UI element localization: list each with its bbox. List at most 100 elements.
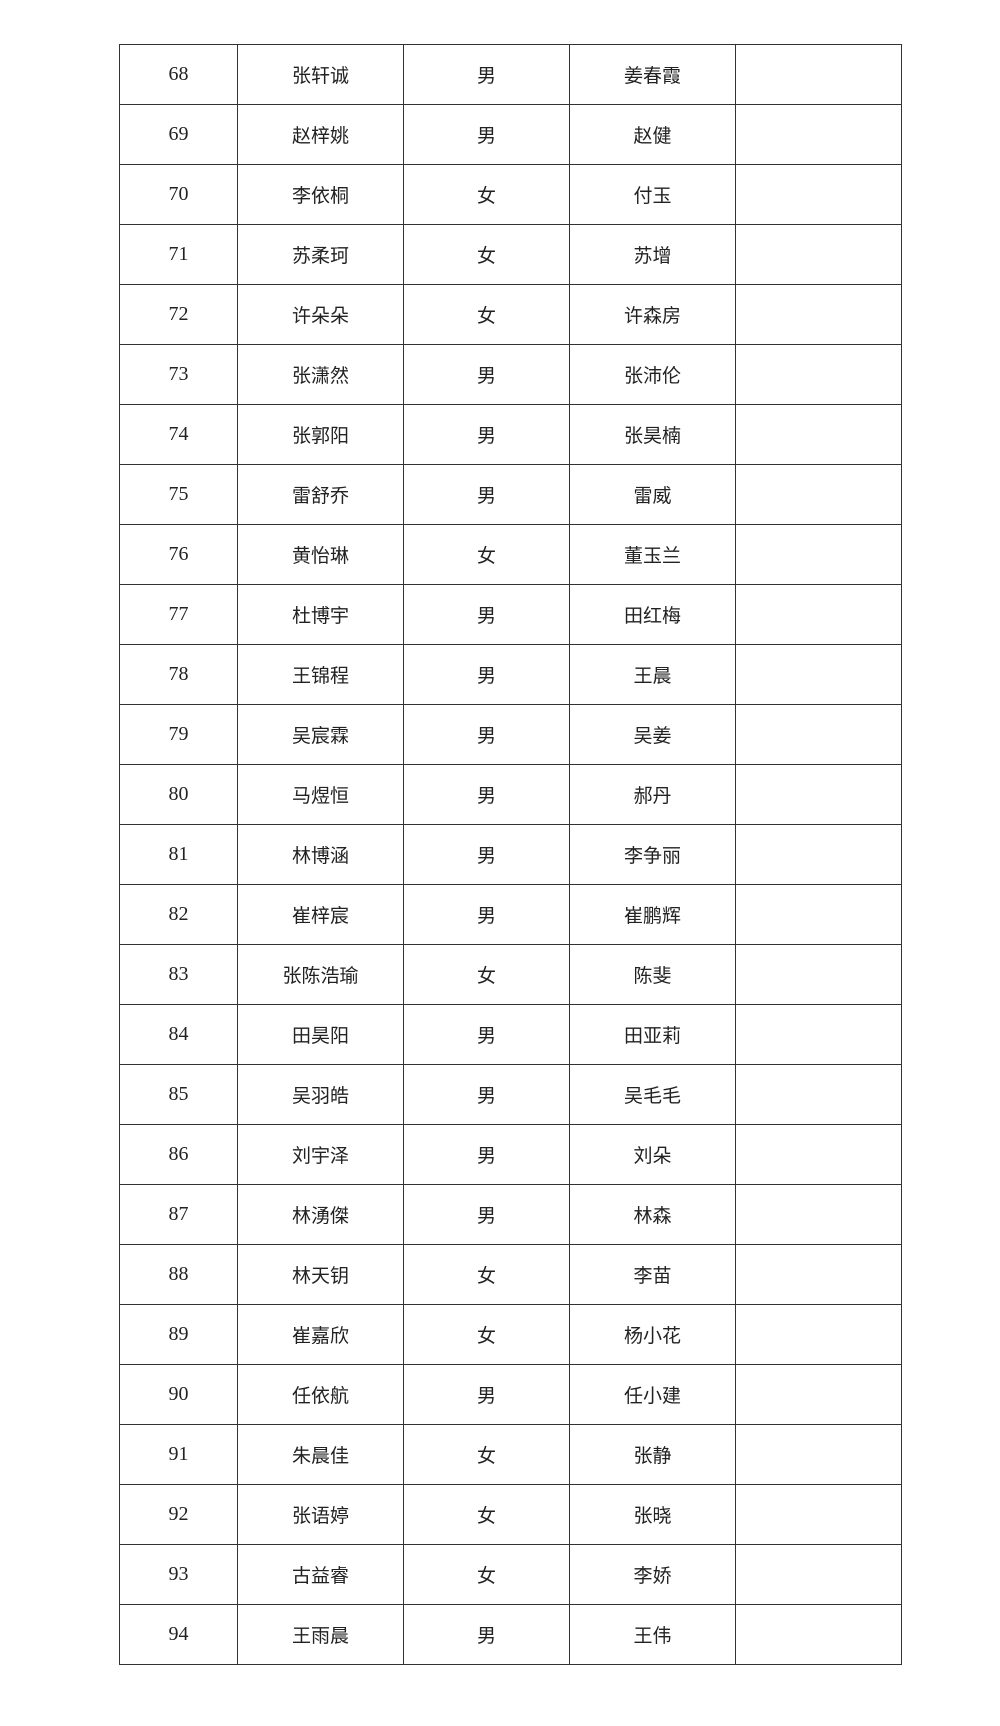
guardian-name-cell: 赵健 [569, 104, 736, 165]
note-cell [735, 1364, 902, 1425]
table-row: 77 杜博宇男田红梅 [119, 584, 902, 645]
table-row: 88 林天钥女李苗 [119, 1244, 902, 1305]
guardian-name-cell: 吴毛毛 [569, 1064, 736, 1125]
student-name-cell: 雷舒乔 [237, 464, 404, 525]
table-row: 72 许朵朵女许森房 [119, 284, 902, 345]
row-number-cell: 87 [119, 1184, 238, 1245]
student-name-cell: 王雨晨 [237, 1604, 404, 1665]
guardian-name-cell: 田红梅 [569, 584, 736, 645]
guardian-name-cell: 付玉 [569, 164, 736, 225]
note-cell [735, 1064, 902, 1125]
guardian-name-cell: 林森 [569, 1184, 736, 1245]
note-cell [735, 824, 902, 885]
row-number-cell: 90 [119, 1364, 238, 1425]
table-row: 75 雷舒乔男雷威 [119, 464, 902, 525]
gender-cell: 女 [403, 1304, 570, 1365]
note-cell [735, 1184, 902, 1245]
table-row: 90 任依航男任小建 [119, 1364, 902, 1425]
table-row: 79 吴宸霖男吴姜 [119, 704, 902, 765]
note-cell [735, 644, 902, 705]
note-cell [735, 704, 902, 765]
student-name-cell: 黄怡琳 [237, 524, 404, 585]
guardian-name-cell: 陈斐 [569, 944, 736, 1005]
student-name-cell: 赵梓姚 [237, 104, 404, 165]
guardian-name-cell: 刘朵 [569, 1124, 736, 1185]
guardian-name-cell: 雷威 [569, 464, 736, 525]
student-name-cell: 刘宇泽 [237, 1124, 404, 1185]
row-number-cell: 92 [119, 1484, 238, 1545]
note-cell [735, 1424, 902, 1485]
note-cell [735, 1304, 902, 1365]
guardian-name-cell: 王伟 [569, 1604, 736, 1665]
row-number-cell: 81 [119, 824, 238, 885]
student-name-cell: 崔梓宸 [237, 884, 404, 945]
table-row: 86 刘宇泽男刘朵 [119, 1124, 902, 1185]
student-name-cell: 田昊阳 [237, 1004, 404, 1065]
row-number-cell: 94 [119, 1604, 238, 1665]
student-name-cell: 许朵朵 [237, 284, 404, 345]
student-name-cell: 吴羽皓 [237, 1064, 404, 1125]
gender-cell: 男 [403, 404, 570, 465]
table-row: 94 王雨晨男王伟 [119, 1604, 902, 1665]
guardian-name-cell: 张昊楠 [569, 404, 736, 465]
row-number-cell: 70 [119, 164, 238, 225]
gender-cell: 男 [403, 464, 570, 525]
guardian-name-cell: 李娇 [569, 1544, 736, 1605]
table-row: 81 林博涵男李争丽 [119, 824, 902, 885]
guardian-name-cell: 李争丽 [569, 824, 736, 885]
table-row: 71 苏柔珂女苏增 [119, 224, 902, 285]
table-row: 92 张语婷女张晓 [119, 1484, 902, 1545]
table-row: 69 赵梓姚男赵健 [119, 104, 902, 165]
student-name-cell: 马煜恒 [237, 764, 404, 825]
guardian-name-cell: 杨小花 [569, 1304, 736, 1365]
row-number-cell: 79 [119, 704, 238, 765]
row-number-cell: 82 [119, 884, 238, 945]
row-number-cell: 88 [119, 1244, 238, 1305]
gender-cell: 女 [403, 1244, 570, 1305]
note-cell [735, 1484, 902, 1545]
row-number-cell: 89 [119, 1304, 238, 1365]
student-name-cell: 李依桐 [237, 164, 404, 225]
note-cell [735, 1544, 902, 1605]
table-row: 78 王锦程男王晨 [119, 644, 902, 705]
table-row: 84 田昊阳男田亚莉 [119, 1004, 902, 1065]
row-number-cell: 84 [119, 1004, 238, 1065]
student-name-cell: 张潇然 [237, 344, 404, 405]
note-cell [735, 884, 902, 945]
note-cell [735, 164, 902, 225]
gender-cell: 男 [403, 344, 570, 405]
student-name-cell: 张轩诚 [237, 44, 404, 105]
table-row: 82 崔梓宸男崔鹏辉 [119, 884, 902, 945]
gender-cell: 男 [403, 1604, 570, 1665]
table-row: 91 朱晨佳女张静 [119, 1424, 902, 1485]
gender-cell: 女 [403, 1544, 570, 1605]
note-cell [735, 1004, 902, 1065]
table-row: 83 张陈浩瑜女陈斐 [119, 944, 902, 1005]
table-body: 68 张轩诚男姜春霞 69 赵梓姚男赵健 70 李依桐女付玉 71 苏柔珂女苏增 72 许朵朵女许… [119, 44, 902, 1665]
gender-cell: 男 [403, 704, 570, 765]
row-number-cell: 75 [119, 464, 238, 525]
note-cell [735, 44, 902, 105]
note-cell [735, 284, 902, 345]
row-number-cell: 78 [119, 644, 238, 705]
student-name-cell: 古益睿 [237, 1544, 404, 1605]
student-name-cell: 张陈浩瑜 [237, 944, 404, 1005]
note-cell [735, 404, 902, 465]
row-number-cell: 86 [119, 1124, 238, 1185]
gender-cell: 女 [403, 944, 570, 1005]
guardian-name-cell: 张沛伦 [569, 344, 736, 405]
student-name-cell: 杜博宇 [237, 584, 404, 645]
student-name-cell: 张语婷 [237, 1484, 404, 1545]
gender-cell: 男 [403, 1064, 570, 1125]
guardian-name-cell: 李苗 [569, 1244, 736, 1305]
gender-cell: 男 [403, 1004, 570, 1065]
guardian-name-cell: 吴姜 [569, 704, 736, 765]
student-name-cell: 朱晨佳 [237, 1424, 404, 1485]
row-number-cell: 83 [119, 944, 238, 1005]
row-number-cell: 72 [119, 284, 238, 345]
note-cell [735, 1604, 902, 1665]
guardian-name-cell: 张晓 [569, 1484, 736, 1545]
guardian-name-cell: 崔鹏辉 [569, 884, 736, 945]
row-number-cell: 85 [119, 1064, 238, 1125]
row-number-cell: 77 [119, 584, 238, 645]
